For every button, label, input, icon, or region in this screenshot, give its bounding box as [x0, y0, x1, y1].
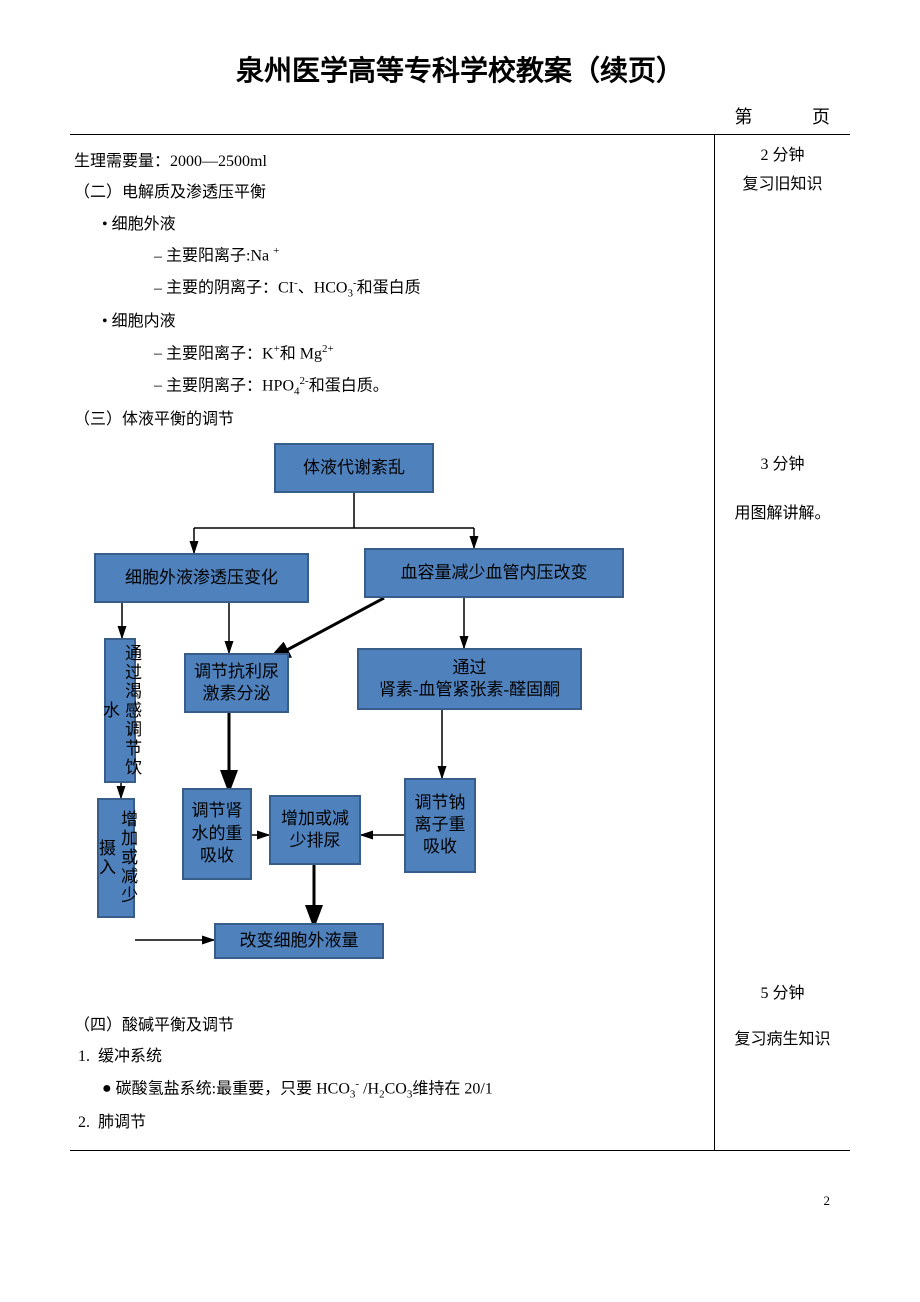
ecf-anion-prefix: 主要的阴离子：CI — [166, 280, 294, 297]
icf-cation-mid: 和 Mg — [280, 345, 322, 362]
side-note-3-time: 5 分钟 — [719, 981, 846, 1007]
icf-anion-sub: 4 — [294, 385, 300, 397]
side-note-3: 5 分钟 复习病生知识 — [719, 981, 846, 1052]
item1-sub-suffix: 维持在 20/1 — [412, 1080, 492, 1097]
side-note-1: 2 分钟 复习旧知识 — [719, 143, 846, 198]
ecf-heading: 细胞外液 — [74, 212, 706, 238]
icf-anion: 主要阴离子：HPO42-和蛋白质。 — [74, 373, 706, 401]
content-wrapper: 生理需要量：2000—2500ml （二）电解质及渗透压平衡 细胞外液 主要阳离… — [70, 135, 850, 1151]
item1-label: 缓冲系统 — [98, 1048, 162, 1065]
item1-sub-prefix: 碳酸氢盐系统:最重要，只要 HCO — [116, 1080, 350, 1097]
section-4-title: （四）酸碱平衡及调节 — [74, 1013, 706, 1039]
flow-node-intake: 增加或减少摄入 — [97, 798, 135, 918]
flow-node-right1: 血容量减少血管内压改变 — [364, 548, 624, 598]
flow-node-na: 调节钠离子重吸收 — [404, 778, 476, 873]
item2-label: 肺调节 — [98, 1114, 146, 1131]
page-label: 第 页 — [70, 103, 850, 135]
icf-anion-sup: 2- — [300, 375, 309, 387]
section-2-title: （二）电解质及渗透压平衡 — [74, 180, 706, 206]
ecf-cation-sup: + — [273, 245, 279, 257]
page-title: 泉州医学高等专科学校教案（续页） — [70, 50, 850, 95]
icf-cation-sup2: 2+ — [322, 343, 334, 355]
side-note-1-text: 复习旧知识 — [719, 172, 846, 198]
icf-heading: 细胞内液 — [74, 309, 706, 335]
side-note-3-text: 复习病生知识 — [719, 1027, 846, 1053]
buffer-system-item: 1. 缓冲系统 — [74, 1044, 706, 1070]
icf-label: 细胞内液 — [112, 313, 176, 330]
flow-node-left1: 细胞外液渗透压变化 — [94, 553, 309, 603]
icf-anion-prefix: 主要阴离子：HPO — [166, 377, 294, 394]
page-number: 2 — [70, 1191, 850, 1212]
ecf-cation-text: 主要阳离子:Na — [166, 248, 273, 265]
flowchart-edges — [74, 443, 654, 1003]
flow-node-urine: 增加或减少排尿 — [269, 795, 361, 865]
side-note-2-text: 用图解讲解。 — [719, 501, 846, 527]
ecf-label: 细胞外液 — [112, 216, 176, 233]
page-label-right: 页 — [812, 103, 830, 132]
item1-num: 1. — [78, 1048, 90, 1065]
icf-anion-suffix: 和蛋白质。 — [309, 377, 389, 394]
item1-sub-mid2: CO — [385, 1080, 407, 1097]
main-column: 生理需要量：2000—2500ml （二）电解质及渗透压平衡 细胞外液 主要阳离… — [70, 135, 715, 1150]
side-note-2-time: 3 分钟 — [719, 452, 846, 478]
ecf-anion: 主要的阴离子：CI-、HCO3-和蛋白质 — [74, 275, 706, 303]
side-column: 2 分钟 复习旧知识 3 分钟 用图解讲解。 5 分钟 复习病生知识 — [715, 135, 850, 1150]
icf-cation: 主要阳离子：K+和 Mg2+ — [74, 341, 706, 367]
item1-sub-sub1: 3 — [350, 1088, 356, 1100]
flow-node-thirst: 通过渴感调节饮水 — [104, 638, 136, 783]
flow-node-root: 体液代谢紊乱 — [274, 443, 434, 493]
item1-sub-mid: /H — [359, 1080, 379, 1097]
ecf-anion-mid: 、HCO — [298, 280, 348, 297]
section-3-title: （三）体液平衡的调节 — [74, 407, 706, 433]
side-note-1-time: 2 分钟 — [719, 143, 846, 169]
ecf-anion-suffix: 和蛋白质 — [357, 280, 421, 297]
ecf-cation: 主要阳离子:Na + — [74, 243, 706, 269]
bicarbonate-system: 碳酸氢盐系统:最重要，只要 HCO3- /H2CO3维持在 20/1 — [74, 1076, 706, 1104]
item2-num: 2. — [78, 1114, 90, 1131]
flow-node-ecf: 改变细胞外液量 — [214, 923, 384, 959]
physio-requirement: 生理需要量：2000—2500ml — [74, 149, 706, 175]
side-note-2: 3 分钟 用图解讲解。 — [719, 452, 846, 527]
flow-node-adh: 调节抗利尿激素分泌 — [184, 653, 289, 713]
icf-cation-prefix: 主要阳离子：K — [166, 345, 274, 362]
page-label-left: 第 — [735, 107, 753, 127]
flow-node-reabs: 调节肾水的重吸收 — [182, 788, 252, 880]
lung-regulation-item: 2. 肺调节 — [74, 1110, 706, 1136]
flowchart: 体液代谢紊乱细胞外液渗透压变化 血容量减少血管内压改变通过渴感调节饮水 调节抗利尿激… — [74, 443, 654, 1003]
flow-node-raa: 通过肾素-血管紧张素-醛固酮 — [357, 648, 582, 710]
ecf-anion-sub: 3 — [347, 288, 353, 300]
